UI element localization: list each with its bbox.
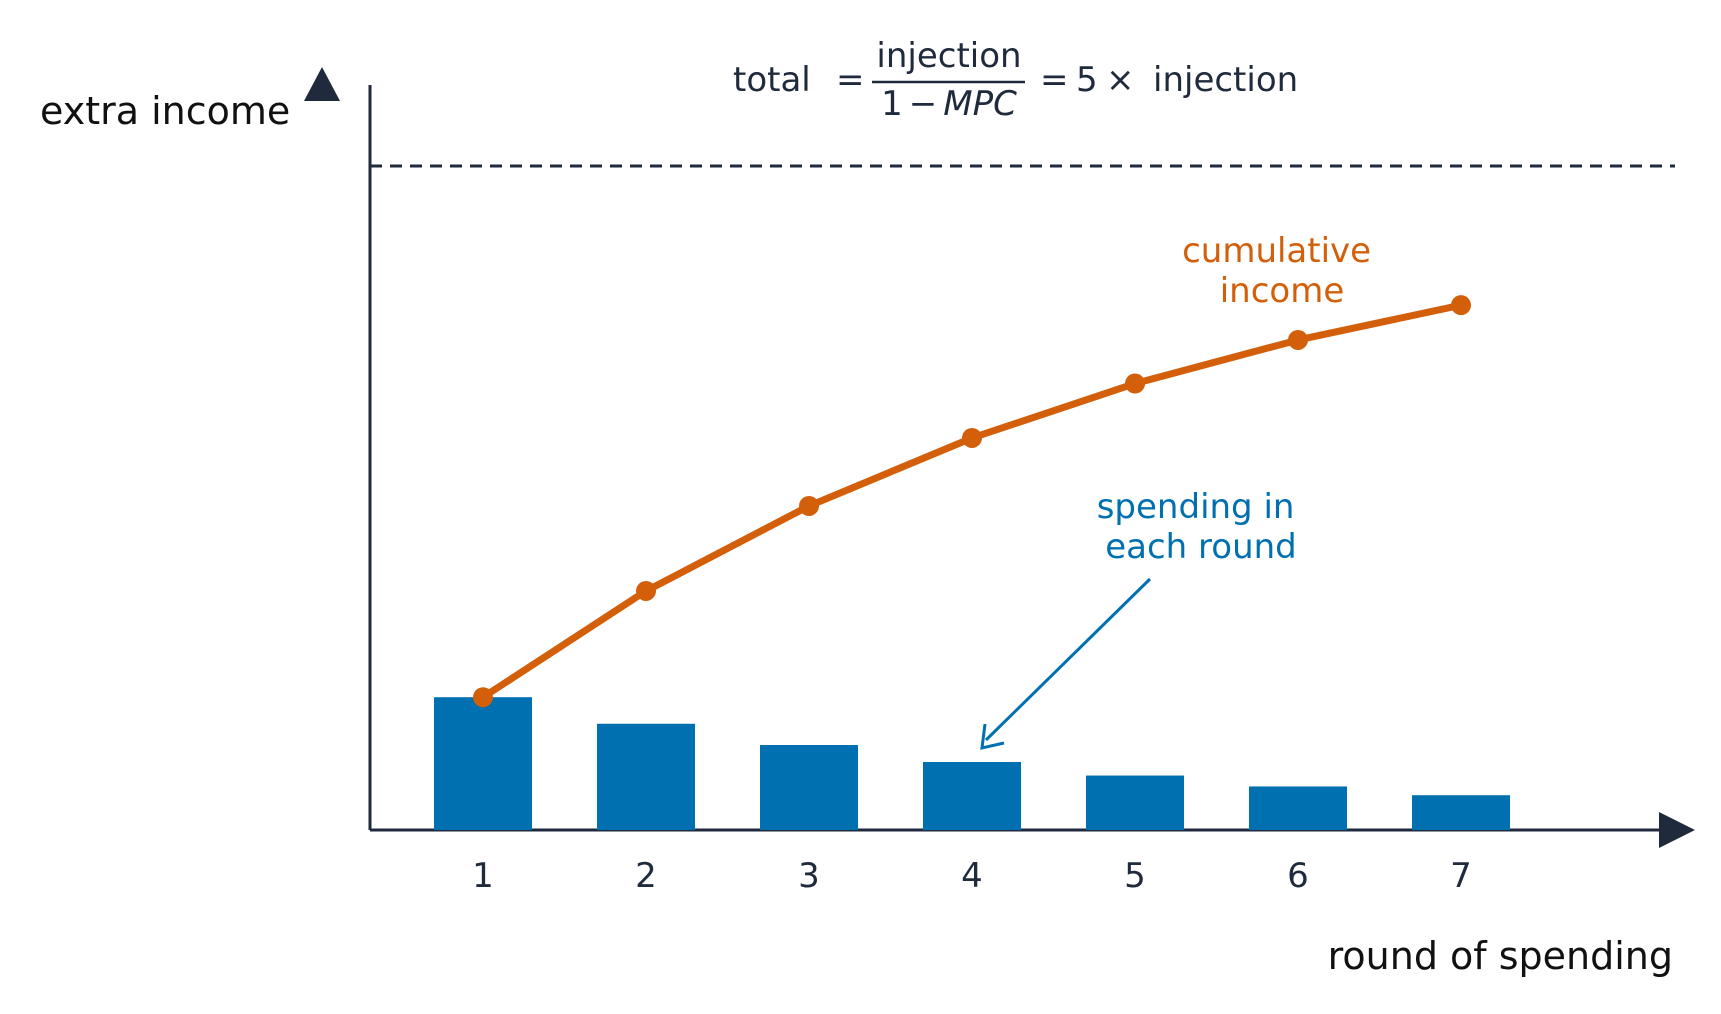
bar-round-1 — [434, 697, 532, 830]
x-tick-label: 2 — [635, 856, 657, 896]
cumulative-label: cumulative income — [1182, 231, 1382, 311]
bar-round-5 — [1086, 775, 1184, 830]
cumulative-income-line — [479, 301, 1465, 701]
x-tick-label: 4 — [961, 856, 983, 896]
formula-equals-1: = — [836, 60, 865, 100]
spending-arrow-shaft — [984, 577, 1152, 742]
cumulative-label-line1: cumulative — [1182, 231, 1371, 271]
x-tick-label: 5 — [1124, 856, 1146, 896]
bar-round-2 — [597, 723, 695, 830]
formula-equals-2: = — [1040, 60, 1069, 100]
bar-round-7 — [1412, 795, 1510, 830]
cumulative-point-4 — [962, 427, 982, 448]
bar-round-6 — [1249, 786, 1347, 830]
formula-denominator: 1− MPC — [881, 84, 1017, 124]
spending-arrow-head — [980, 723, 1005, 750]
x-tick-label: 3 — [798, 856, 820, 896]
x-tick-label: 6 — [1287, 856, 1309, 896]
formula-numerator: injection — [876, 36, 1021, 76]
spending-label: spending in each round — [1097, 487, 1306, 567]
cumulative-point-5 — [1125, 373, 1145, 394]
x-axis-arrow — [1659, 812, 1695, 848]
bar-round-4 — [923, 762, 1021, 830]
cumulative-series — [473, 295, 1471, 708]
formula-injection: injection — [1153, 60, 1298, 100]
cumulative-point-2 — [636, 580, 656, 601]
bar-round-3 — [760, 745, 858, 830]
cumulative-point-6 — [1288, 329, 1308, 350]
y-axis-label: extra income — [40, 89, 290, 133]
formula-times: × — [1106, 60, 1135, 100]
bars — [434, 697, 1510, 830]
x-tick-labels: 1 2 3 4 5 6 7 — [472, 856, 1472, 896]
cumulative-point-3 — [799, 495, 819, 516]
cumulative-point-7 — [1451, 295, 1471, 316]
cumulative-label-line2: income — [1220, 271, 1345, 311]
spending-label-line1: spending in — [1097, 487, 1295, 527]
y-axis-arrow — [304, 67, 340, 101]
cumulative-point-1 — [473, 687, 493, 708]
spending-label-line2: each round — [1105, 527, 1297, 567]
x-axis-label: round of spending — [1328, 934, 1673, 978]
formula-mpc: MPC — [943, 84, 1017, 124]
formula-multiplier: 5 — [1076, 60, 1098, 100]
formula: total = injection 1− MPC = 5 × injection — [733, 36, 1298, 124]
x-tick-label: 7 — [1450, 856, 1472, 896]
formula-minus: − — [909, 84, 938, 124]
x-tick-label: 1 — [472, 856, 494, 896]
formula-total: total — [733, 60, 811, 100]
formula-denominator-const: 1 — [881, 84, 903, 124]
